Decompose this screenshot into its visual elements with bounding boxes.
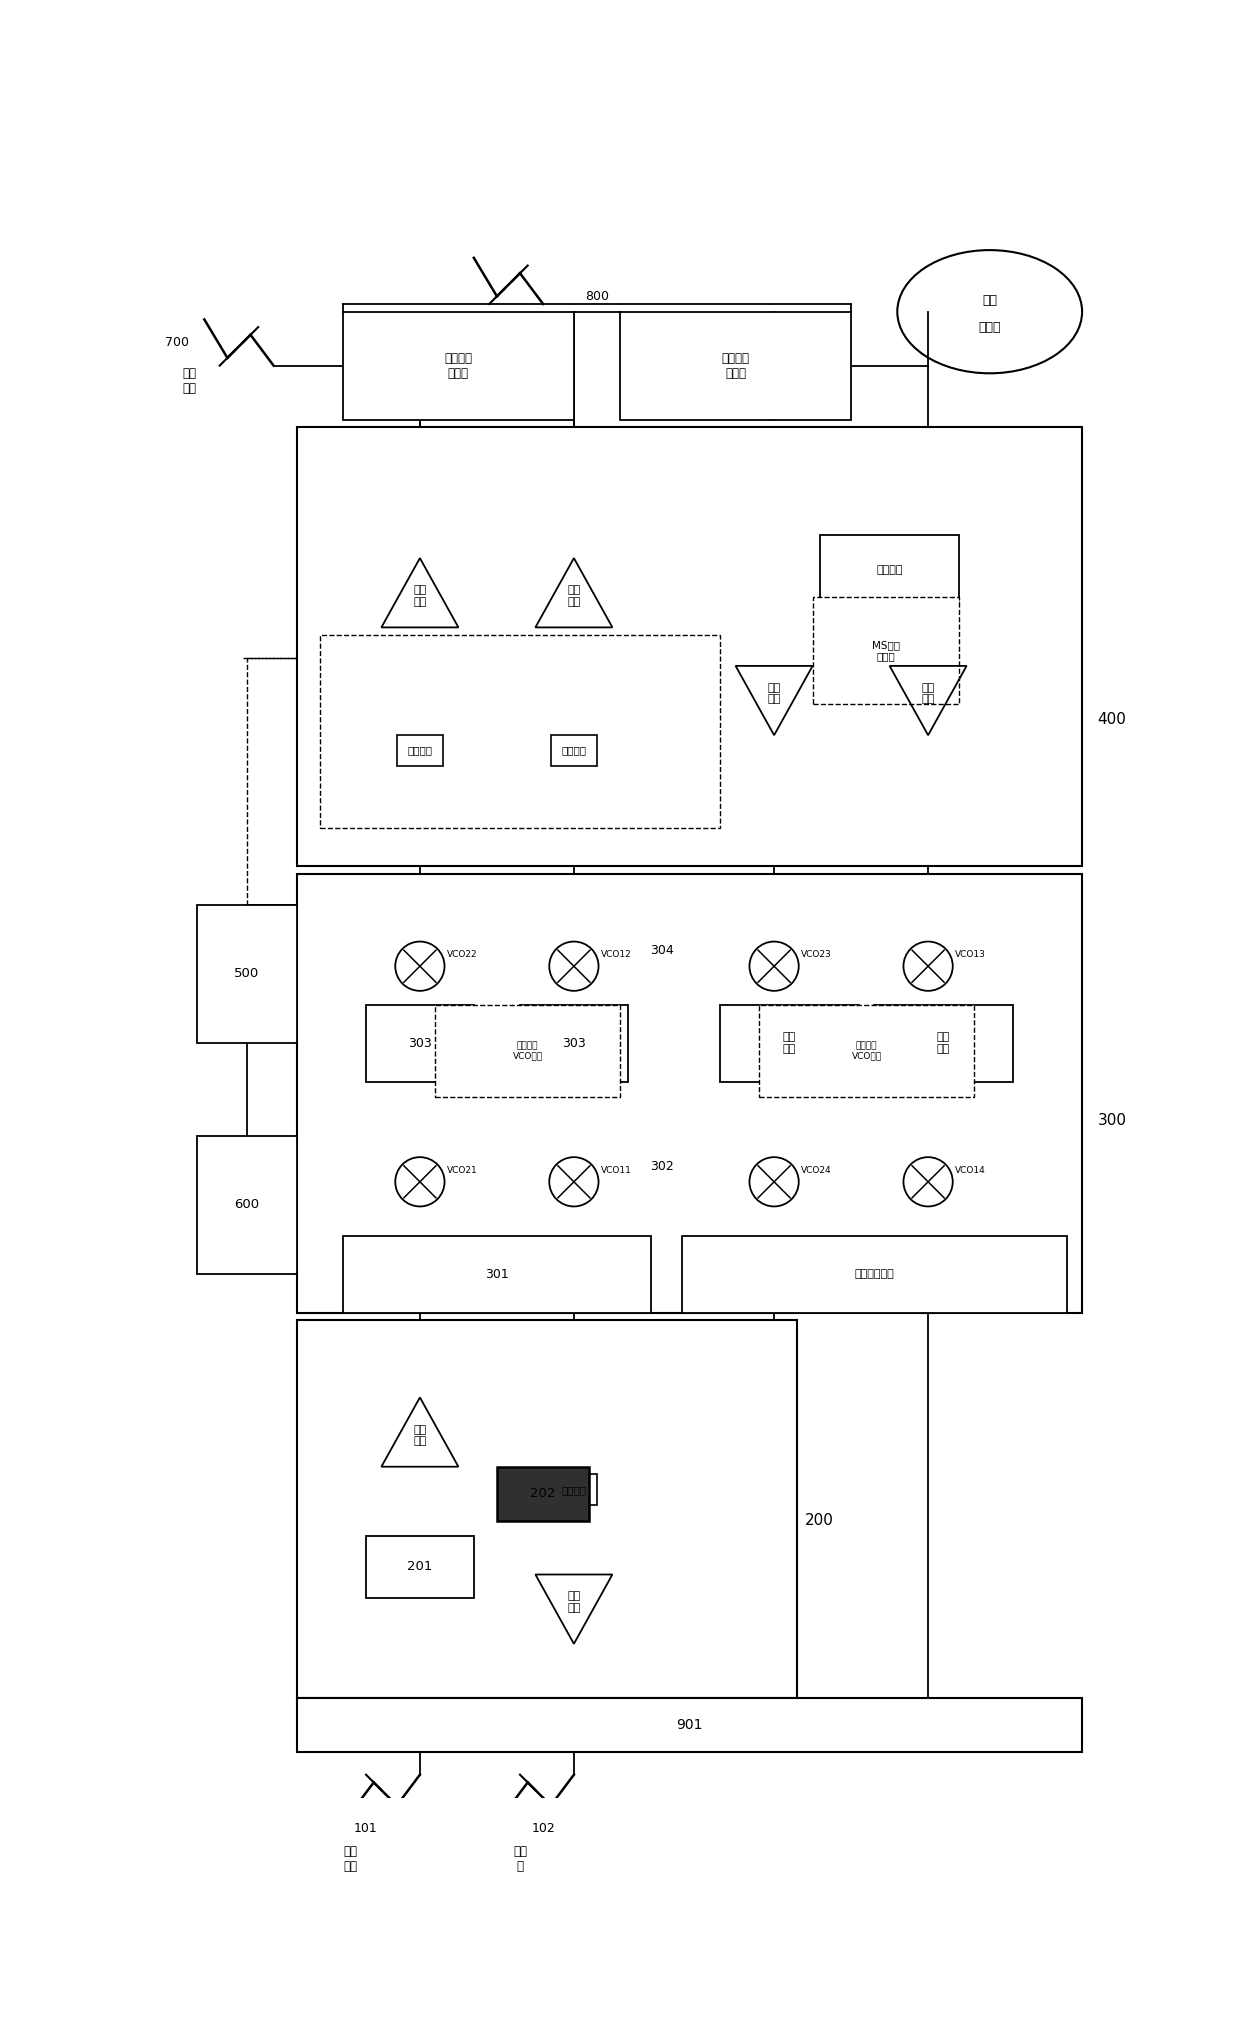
Text: 200: 200 [805,1513,833,1527]
Text: MS控制
子系统: MS控制 子系统 [872,640,900,661]
Text: 301: 301 [485,1269,508,1281]
Text: VCO11: VCO11 [601,1166,631,1176]
Text: 201: 201 [407,1559,433,1574]
Bar [874,1004,1013,1081]
Text: 700: 700 [165,335,188,349]
Text: 数字
中频: 数字 中频 [937,1032,950,1054]
Bar [620,311,851,420]
Text: 调度信道
双工器: 调度信道 双工器 [722,351,750,380]
Text: 101: 101 [355,1822,378,1834]
Text: 303: 303 [408,1036,432,1050]
Bar [497,1467,589,1521]
Bar [366,1004,474,1081]
Text: 控制器: 控制器 [978,321,1001,333]
Text: 302: 302 [650,1159,675,1174]
Text: 数字
中频: 数字 中频 [782,1032,796,1054]
Text: VCO23: VCO23 [801,949,832,960]
Bar [435,1004,620,1097]
Text: 304: 304 [650,943,675,957]
Bar [682,1236,1066,1313]
Bar [551,735,596,766]
Text: 复叠系统
VCO控制: 复叠系统 VCO控制 [512,1040,543,1060]
Text: 增益
放大: 增益 放大 [768,683,781,705]
Bar [296,426,1083,867]
Bar [720,1004,859,1081]
Text: 500: 500 [234,968,259,980]
Text: 202: 202 [531,1487,556,1501]
Bar [821,535,959,604]
Text: 基主
站: 基主 站 [513,1846,527,1873]
Text: 中继系统
VCO控制: 中继系统 VCO控制 [852,1040,882,1060]
Text: 功率
放大: 功率 放大 [567,1592,580,1614]
Bar [296,1321,797,1697]
Text: VCO12: VCO12 [601,949,631,960]
Bar [520,1004,627,1081]
Text: 增益
放大: 增益 放大 [413,1424,427,1446]
Text: 中继转发
双工器: 中继转发 双工器 [444,351,472,380]
Text: 偏置控制: 偏置控制 [562,745,587,755]
Text: 功率
放大: 功率 放大 [567,586,580,608]
Bar [366,1535,474,1598]
Text: 中继
转发: 中继 转发 [182,368,197,396]
Bar [197,1135,296,1275]
Text: 场强检测: 场强检测 [877,566,903,574]
Text: VCO14: VCO14 [955,1166,986,1176]
Bar [812,596,959,705]
Text: 中继
转发: 中继 转发 [343,1846,357,1873]
Bar [397,735,443,766]
Text: VCO21: VCO21 [446,1166,477,1176]
Bar [343,1236,651,1313]
Text: VCO13: VCO13 [955,949,986,960]
Text: 偏置控制: 偏置控制 [562,1485,587,1495]
Text: 调度: 调度 [982,293,997,307]
Text: VCO22: VCO22 [446,949,477,960]
Text: 合路滤波单元: 合路滤波单元 [854,1269,894,1279]
Text: 300: 300 [1097,1113,1126,1127]
Text: 增益
放大: 增益 放大 [921,683,935,705]
Text: VCO24: VCO24 [801,1166,832,1176]
Text: 800: 800 [585,289,609,303]
Bar [551,1475,596,1505]
Bar [197,905,296,1042]
Bar [343,311,574,420]
Text: 400: 400 [1097,713,1126,727]
Text: 901: 901 [676,1717,703,1731]
Text: 600: 600 [234,1198,259,1212]
Bar [296,875,1083,1313]
Bar [320,634,720,828]
Text: 功率
放大: 功率 放大 [413,586,427,608]
Text: 303: 303 [562,1036,585,1050]
Bar [759,1004,975,1097]
Text: 偏置控制: 偏置控制 [408,745,433,755]
Text: 102: 102 [531,1822,556,1834]
Bar [296,1697,1083,1751]
